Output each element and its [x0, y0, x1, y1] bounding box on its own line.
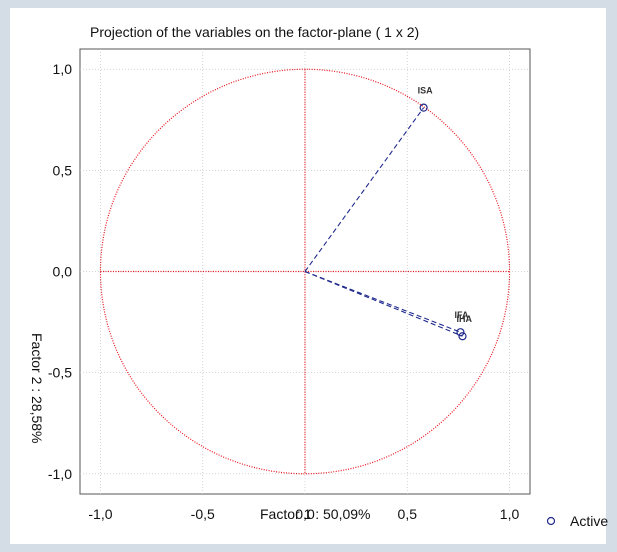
y-tick-label: 0,0 — [53, 264, 73, 280]
vectors — [304, 107, 463, 337]
point-isa — [419, 103, 428, 112]
point-label-iha: IHA — [457, 314, 473, 324]
point-label-ifa: IFA — [454, 310, 469, 320]
x-tick-label: -0,5 — [191, 506, 215, 522]
correlation-circle — [99, 68, 511, 475]
chart-panel — [10, 8, 606, 544]
legend: Active — [546, 513, 608, 529]
x-tick-label: -1,0 — [88, 506, 112, 522]
axis-guides — [100, 69, 510, 474]
point-label-isa: ISA — [418, 86, 434, 96]
y-tick-labels: 1,0 0,5 0,0 -0,5 -1,0 — [48, 61, 72, 482]
vector-iha — [304, 270, 463, 337]
point-ifa — [456, 328, 465, 337]
x-tick-label: 0,5 — [398, 506, 418, 522]
point-iha — [458, 332, 467, 341]
legend-label: Active — [570, 513, 608, 529]
y-tick-label: -0,5 — [48, 365, 72, 381]
legend-marker — [546, 516, 556, 526]
y-tick-label: -1,0 — [48, 466, 72, 482]
chart-title: Projection of the variables on the facto… — [90, 24, 419, 40]
x-tick-label: 1,0 — [500, 506, 520, 522]
y-tick-label: 1,0 — [53, 61, 73, 77]
x-tick-label: 0,0 — [295, 506, 315, 522]
y-axis-label: Factor 2 : 28,58% — [29, 333, 45, 444]
x-axis-label: Factor 1 : 50,09% — [260, 506, 371, 522]
vector-isa — [304, 107, 425, 272]
x-tick-labels: -1,0 -0,5 0,0 0,5 1,0 — [88, 506, 519, 522]
unit-circle — [99, 68, 511, 475]
y-tick-label: 0,5 — [53, 162, 73, 178]
